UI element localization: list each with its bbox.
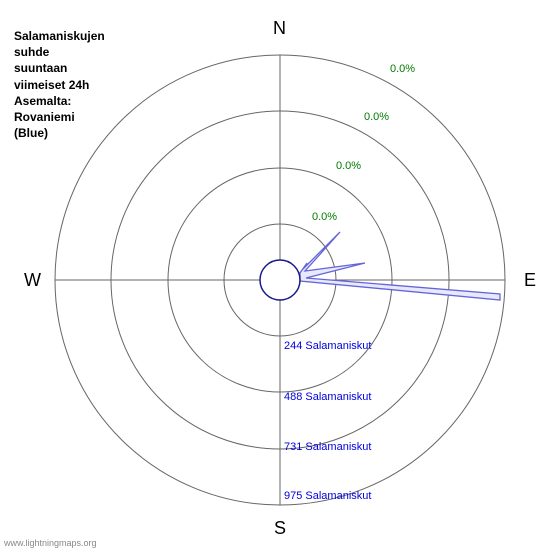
count-ring-4: 975 Salamaniskut [284,490,371,502]
compass-w: W [24,270,41,291]
wind-rose-shape [300,232,500,300]
pct-ring-1: 0.0% [312,211,337,223]
pct-ring-2: 0.0% [336,160,361,172]
pct-ring-4: 0.0% [390,63,415,75]
count-ring-3: 731 Salamaniskut [284,441,371,453]
chart-title: Salamaniskujen suhde suuntaan viimeiset … [14,28,105,141]
pct-ring-3: 0.0% [364,111,389,123]
center-circle [260,260,300,300]
compass-e: E [524,270,536,291]
compass-s: S [274,518,286,539]
count-ring-1: 244 Salamaniskut [284,340,371,352]
footer-credit: www.lightningmaps.org [4,538,97,548]
count-ring-2: 488 Salamaniskut [284,391,371,403]
compass-n: N [273,18,286,39]
